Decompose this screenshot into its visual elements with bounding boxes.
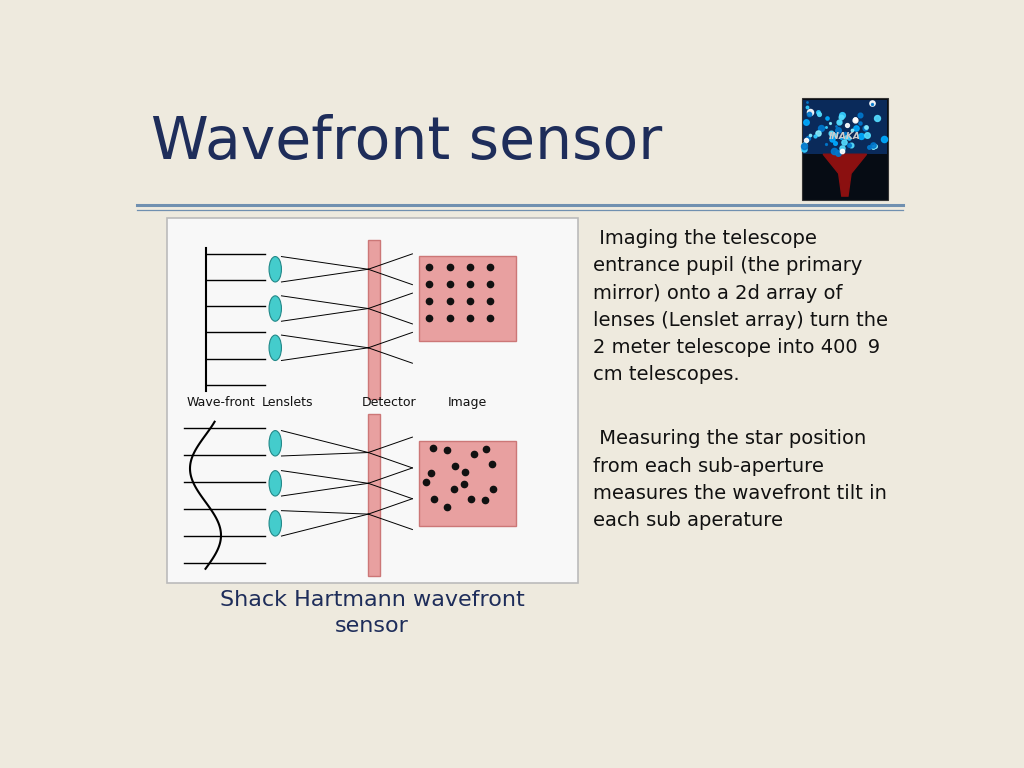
Bar: [419, 441, 515, 525]
Text: Detector: Detector: [362, 396, 417, 409]
Ellipse shape: [269, 431, 282, 456]
Text: Wave-front: Wave-front: [186, 396, 255, 409]
Bar: [803, 101, 887, 154]
Text: Image: Image: [447, 396, 486, 409]
Ellipse shape: [269, 511, 282, 536]
Bar: [369, 414, 380, 577]
Text: INAKA: INAKA: [829, 132, 861, 141]
Text: Imaging the telescope
entrance pupil (the primary
mirror) onto a 2d array of
len: Imaging the telescope entrance pupil (th…: [593, 229, 888, 385]
Polygon shape: [823, 154, 866, 196]
Ellipse shape: [269, 335, 282, 360]
Bar: [802, 98, 888, 200]
Bar: [419, 257, 515, 341]
Bar: [167, 217, 578, 584]
Ellipse shape: [269, 471, 282, 496]
Text: Measuring the star position
from each sub-aperture
measures the wavefront tilt i: Measuring the star position from each su…: [593, 429, 887, 530]
Ellipse shape: [269, 296, 282, 321]
Bar: [369, 240, 380, 399]
Text: Wavefront sensor: Wavefront sensor: [152, 114, 663, 170]
Text: Shack Hartmann wavefront
sensor: Shack Hartmann wavefront sensor: [220, 590, 524, 636]
Ellipse shape: [269, 257, 282, 282]
Text: Lenslets: Lenslets: [261, 396, 312, 409]
